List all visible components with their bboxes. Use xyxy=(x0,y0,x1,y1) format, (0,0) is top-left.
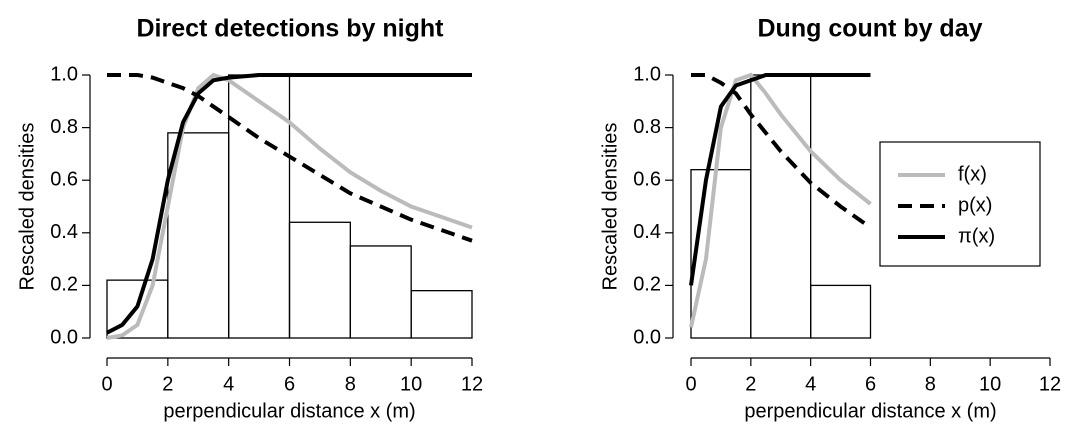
y-axis-label: Rescaled densities xyxy=(16,123,38,291)
curve xyxy=(689,73,871,286)
y-tick-label: 1.0 xyxy=(633,63,661,85)
y-tick-label: 0.2 xyxy=(633,274,661,296)
y-tick-label: 0.0 xyxy=(50,326,78,348)
y-tick-label: 0.8 xyxy=(633,116,661,138)
x-tick-label: 4 xyxy=(805,373,816,395)
x-tick-label: 12 xyxy=(461,373,483,395)
y-axis-label: Rescaled densities xyxy=(599,123,621,291)
histogram-bar xyxy=(690,169,752,339)
x-tick-label: 2 xyxy=(745,373,756,395)
y-tick-label: 0.6 xyxy=(50,168,78,190)
x-axis-label: perpendicular distance x (m) xyxy=(744,400,996,422)
legend-label: p(x) xyxy=(958,194,992,216)
y-tick-label: 0.4 xyxy=(633,221,661,243)
curve xyxy=(106,72,473,340)
histogram-bar xyxy=(810,284,872,339)
legend-label: π(x) xyxy=(958,225,995,247)
x-tick-label: 8 xyxy=(925,373,936,395)
y-tick-label: 0.0 xyxy=(633,326,661,348)
curve xyxy=(691,73,872,230)
y-tick-label: 0.8 xyxy=(50,116,78,138)
chart-title: Dung count by day xyxy=(758,15,983,43)
curve xyxy=(106,73,472,335)
x-tick-label: 6 xyxy=(865,373,876,395)
x-tick-label: 0 xyxy=(685,373,696,395)
chart-title: Direct detections by night xyxy=(137,15,445,43)
x-tick-label: 2 xyxy=(162,373,173,395)
x-tick-label: 10 xyxy=(400,373,422,395)
histogram-bar xyxy=(410,290,473,339)
x-tick-label: 0 xyxy=(101,373,112,395)
y-tick-label: 0.4 xyxy=(50,221,78,243)
x-tick-label: 8 xyxy=(345,373,356,395)
histogram-bar xyxy=(288,221,351,339)
y-tick-label: 1.0 xyxy=(50,63,78,85)
histogram-bar xyxy=(349,245,412,339)
curve xyxy=(107,73,473,243)
x-tick-label: 4 xyxy=(223,373,234,395)
legend-label: f(x) xyxy=(958,163,987,185)
curve xyxy=(689,72,872,328)
x-tick-label: 10 xyxy=(979,373,1001,395)
x-axis-label: perpendicular distance x (m) xyxy=(163,400,415,422)
y-tick-label: 0.6 xyxy=(633,168,661,190)
y-tick-label: 0.2 xyxy=(50,274,78,296)
x-tick-label: 12 xyxy=(1039,373,1061,395)
x-tick-label: 6 xyxy=(284,373,295,395)
